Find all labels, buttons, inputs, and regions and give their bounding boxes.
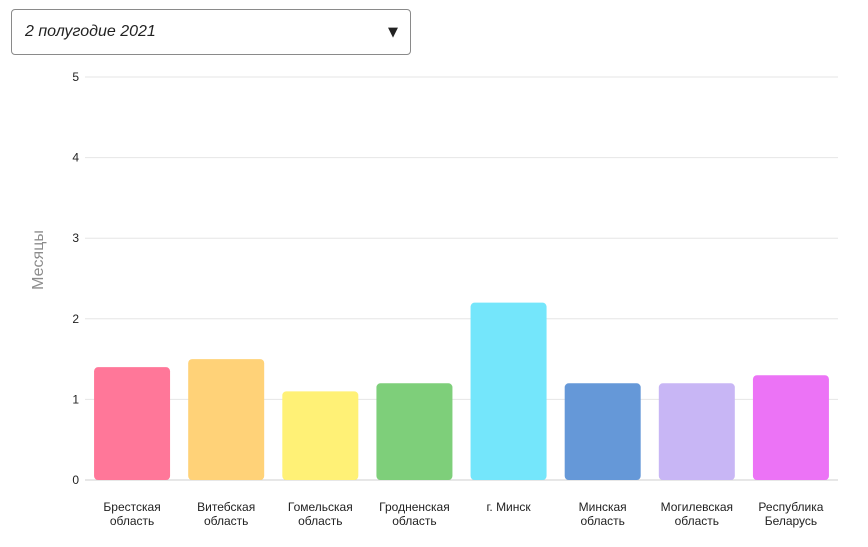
y-tick-label: 0 xyxy=(72,473,79,487)
bar[interactable] xyxy=(752,375,829,480)
x-tick-label: Брестская область xyxy=(103,500,160,528)
y-axis-ticks: 0 1 2 3 4 5 xyxy=(72,70,79,487)
period-select-value: 2 полугодие 2021 xyxy=(25,23,156,40)
bar[interactable] xyxy=(282,391,359,480)
y-tick-label: 1 xyxy=(72,392,79,406)
x-tick-label: Гомельская область xyxy=(288,500,353,528)
bar[interactable] xyxy=(658,383,735,480)
x-tick-label: Витебская область xyxy=(197,500,255,528)
y-axis-label: Месяцы xyxy=(30,230,47,290)
period-select[interactable]: 2 полугодие 2021 ▼ xyxy=(11,9,411,55)
y-tick-label: 2 xyxy=(72,312,79,326)
x-tick-label: Могилевская область xyxy=(661,500,734,528)
bars xyxy=(94,302,829,480)
y-tick-label: 5 xyxy=(72,70,79,84)
x-tick-label: Гродненская область xyxy=(379,500,450,528)
bar[interactable] xyxy=(94,367,171,480)
y-tick-label: 4 xyxy=(72,151,79,165)
bar[interactable] xyxy=(188,359,265,480)
x-axis-labels: Брестская область Витебская область Гомельск… xyxy=(103,500,823,528)
bar[interactable] xyxy=(470,302,547,480)
y-tick-label: 3 xyxy=(72,231,79,245)
x-tick-label: г. Минск xyxy=(486,500,531,514)
bar[interactable] xyxy=(376,383,453,480)
x-tick-label: Республика Беларусь xyxy=(758,500,823,528)
bar[interactable] xyxy=(564,383,641,480)
triangle-down-icon[interactable]: ▼ xyxy=(388,25,398,40)
x-tick-label: Минская область xyxy=(579,500,627,528)
